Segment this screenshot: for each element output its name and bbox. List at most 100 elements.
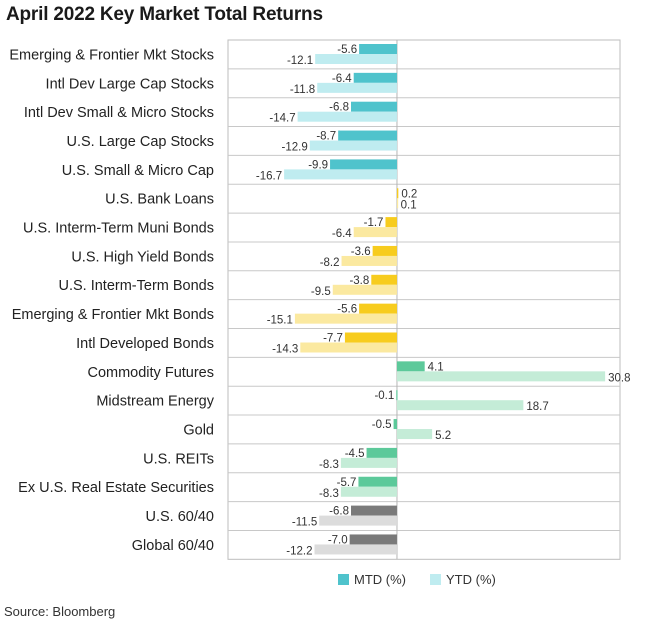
ytd-bar (309, 140, 397, 151)
ytd-value-label: -8.3 (319, 459, 339, 471)
ytd-bar (317, 82, 397, 93)
source-note: Source: Bloomberg (4, 604, 116, 619)
labels-layer: Emerging & Frontier Mkt Stocks -5.6 -12.1 I… (9, 44, 630, 557)
ytd-bar (340, 457, 397, 468)
mtd-value-label: -8.7 (316, 131, 336, 143)
ytd-value-label: -12.2 (286, 545, 312, 557)
mtd-value-label: 0.2 (401, 188, 417, 200)
ytd-bar (340, 486, 397, 497)
mtd-value-label: -6.4 (332, 73, 352, 85)
mtd-bar (393, 419, 397, 430)
ytd-value-label: -6.4 (332, 228, 352, 240)
category-label: Midstream Energy (96, 394, 214, 410)
mtd-value-label: -1.7 (364, 217, 384, 229)
mtd-bar (359, 303, 397, 314)
ytd-value-label: 30.8 (608, 372, 630, 384)
category-label: U.S. High Yield Bonds (71, 249, 214, 265)
mtd-bar (396, 361, 425, 372)
mtd-bar (366, 447, 397, 458)
ytd-bar (315, 54, 397, 64)
ytd-value-label: -11.8 (290, 84, 315, 96)
legend-label: YTD (%) (446, 572, 496, 587)
mtd-value-label: -3.8 (349, 275, 369, 287)
bar-chart: Emerging & Frontier Mkt Stocks -5.6 -12.1 I… (9, 39, 631, 587)
mtd-bar (371, 274, 397, 285)
category-label: U.S. REITs (143, 451, 214, 467)
bars-layer (284, 44, 606, 555)
ytd-value-label: -14.3 (272, 344, 298, 356)
category-label: U.S. Bank Loans (105, 192, 214, 208)
ytd-value-label: -14.7 (269, 113, 295, 125)
legend-swatch (338, 574, 349, 585)
ytd-value-label: -15.1 (267, 315, 293, 327)
mtd-value-label: -5.6 (337, 44, 357, 56)
legend-label: MTD (%) (354, 572, 406, 587)
mtd-value-label: -4.5 (345, 448, 365, 460)
mtd-bar (344, 332, 397, 343)
mtd-value-label: -6.8 (329, 102, 349, 114)
mtd-value-label: -5.7 (337, 477, 357, 489)
ytd-bar (319, 515, 397, 526)
ytd-value-label: -12.9 (282, 142, 308, 154)
ytd-bar (396, 371, 606, 382)
mtd-value-label: -6.8 (329, 506, 349, 518)
ytd-value-label: 5.2 (435, 430, 451, 442)
ytd-value-label: -8.2 (320, 257, 340, 269)
ytd-bar (300, 342, 397, 353)
mtd-bar (396, 188, 399, 199)
ytd-bar (341, 255, 397, 266)
ytd-bar (396, 400, 524, 411)
mtd-bar (353, 72, 397, 83)
category-label: Intl Dev Large Cap Stocks (46, 76, 214, 92)
ytd-bar (396, 429, 433, 440)
mtd-bar (351, 101, 397, 112)
mtd-value-label: -3.6 (351, 246, 371, 258)
category-label: Gold (183, 422, 214, 438)
mtd-value-label: -9.9 (308, 159, 328, 171)
mtd-value-label: -7.7 (323, 333, 343, 345)
ytd-bar (294, 313, 397, 324)
category-label: Emerging & Frontier Mkt Bonds (12, 307, 214, 323)
mtd-value-label: -0.5 (372, 419, 392, 431)
legend-swatch (430, 574, 441, 585)
category-label: Ex U.S. Real Estate Securities (18, 480, 214, 496)
category-label: Commodity Futures (87, 365, 214, 381)
ytd-value-label: 0.1 (401, 199, 417, 211)
mtd-value-label: -5.6 (337, 304, 357, 316)
ytd-bar (297, 111, 397, 122)
ytd-bar (332, 284, 397, 295)
mtd-bar (396, 390, 398, 401)
category-label: U.S. Interm-Term Muni Bonds (23, 221, 214, 237)
mtd-value-label: -7.0 (328, 534, 348, 546)
ytd-value-label: -11.5 (292, 517, 317, 529)
mtd-bar (385, 217, 397, 228)
ytd-value-label: -12.1 (287, 55, 313, 67)
mtd-bar (358, 476, 397, 487)
mtd-value-label: -0.1 (374, 390, 394, 402)
category-label: U.S. 60/40 (145, 509, 214, 525)
category-label: U.S. Large Cap Stocks (67, 134, 215, 150)
category-label: U.S. Interm-Term Bonds (58, 278, 214, 294)
category-label: Global 60/40 (132, 538, 214, 554)
category-label: Emerging & Frontier Mkt Stocks (9, 47, 214, 63)
chart-title: April 2022 Key Market Total Returns (6, 4, 323, 25)
mtd-value-label: 4.1 (428, 361, 444, 373)
ytd-value-label: -16.7 (256, 170, 282, 182)
ytd-bar (284, 169, 397, 180)
mtd-bar (372, 245, 397, 256)
ytd-bar (396, 198, 399, 209)
mtd-bar (349, 534, 397, 545)
ytd-bar (353, 227, 397, 238)
ytd-value-label: -8.3 (319, 488, 339, 500)
mtd-bar (351, 505, 397, 516)
mtd-bar (359, 44, 397, 54)
ytd-value-label: 18.7 (526, 401, 548, 413)
ytd-value-label: -9.5 (311, 286, 331, 298)
grid-layer (227, 39, 621, 560)
category-label: Intl Dev Small & Micro Stocks (24, 105, 214, 121)
ytd-bar (314, 544, 397, 555)
mtd-bar (330, 159, 397, 170)
category-label: Intl Developed Bonds (76, 336, 214, 352)
mtd-bar (338, 130, 397, 141)
legend: MTD (%) YTD (%) (338, 572, 496, 587)
